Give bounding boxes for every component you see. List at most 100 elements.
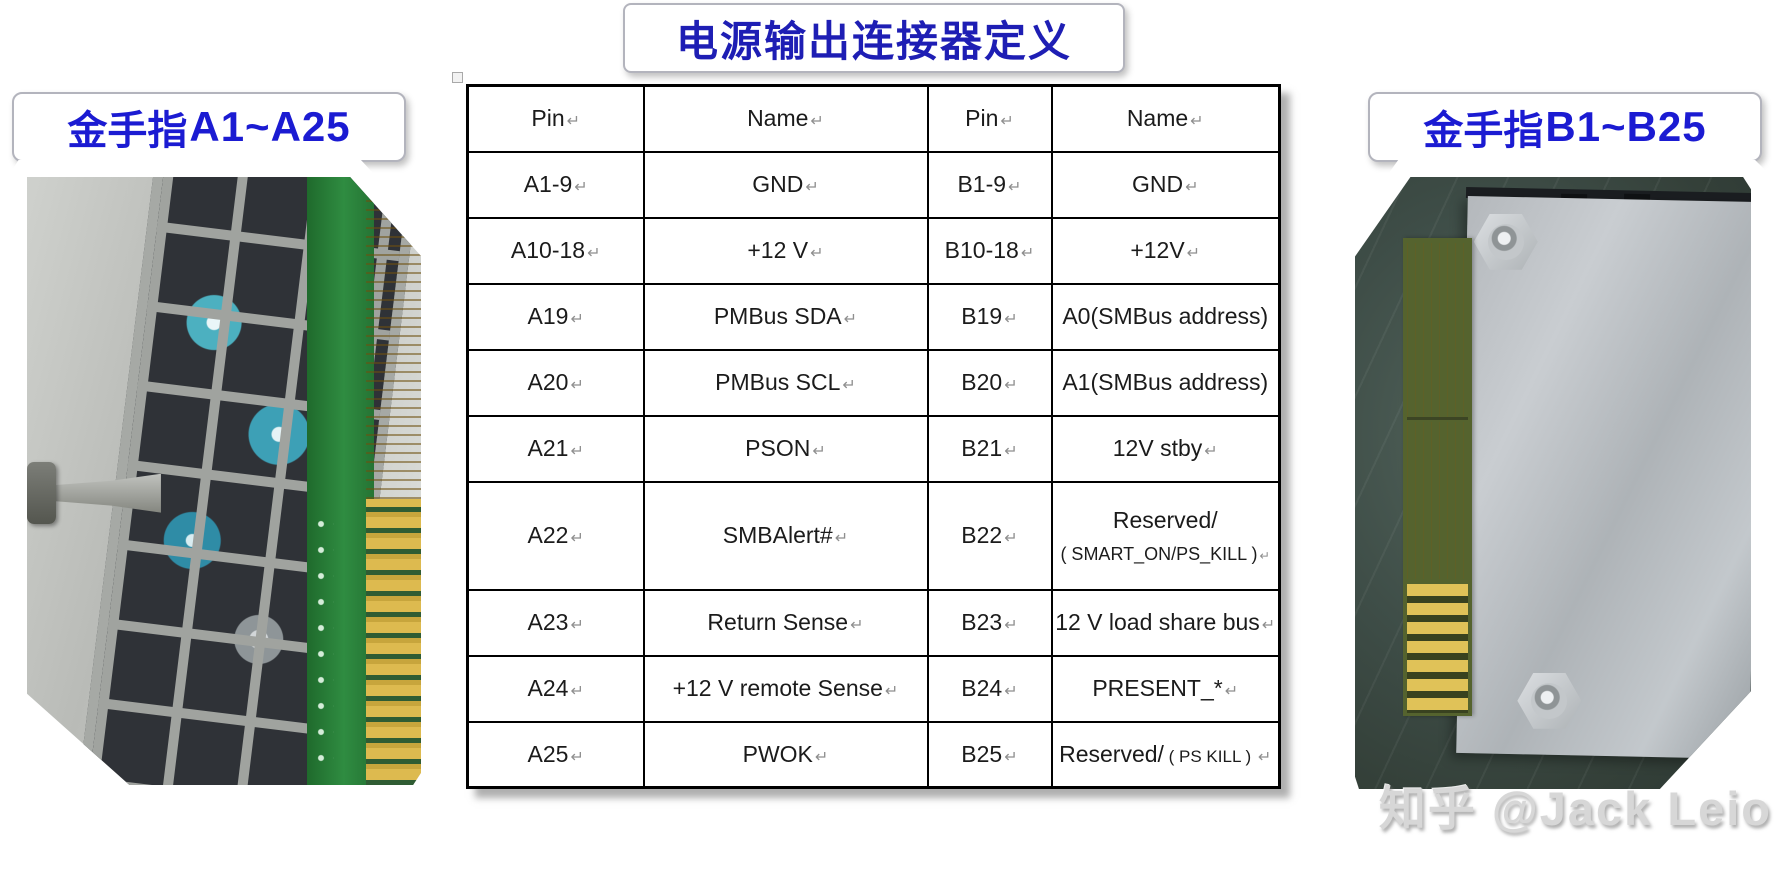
pin-cell: A23 ↵ <box>466 588 645 657</box>
paragraph-mark: ↵ <box>842 376 856 394</box>
name-cell: PMBus SCL ↵ <box>642 348 929 417</box>
gold-pads-coarse <box>1407 584 1469 714</box>
gold-pads-coarse <box>365 499 421 785</box>
header-name-a: Name ↵ <box>642 84 929 153</box>
name-cell: PSON ↵ <box>642 414 929 483</box>
name-cell: Reserved/ ( PS KILL ) ↵ <box>1050 720 1281 789</box>
paragraph-mark: ↵ <box>1257 747 1272 766</box>
screw-cap <box>1531 682 1568 719</box>
photo-card-b <box>1338 160 1768 806</box>
paragraph-mark: ↵ <box>587 244 601 262</box>
paragraph-mark: ↵ <box>570 442 584 460</box>
pin-definition-table: Pin ↵ Name ↵ Pin ↵ Name ↵ A1-9 ↵ GND ↵ B1-9 ↵ GND ↵… <box>466 84 1281 789</box>
table-move-handle-icon <box>452 72 463 83</box>
label-goldfinger-b-zh: 金手指 <box>1423 108 1544 153</box>
paragraph-mark: ↵ <box>1004 682 1018 700</box>
name-cell: PMBus SDA ↵ <box>642 282 929 351</box>
name-cell: +12V ↵ <box>1050 216 1281 285</box>
header-pin-b: Pin ↵ <box>926 84 1053 153</box>
psu-case <box>1456 196 1751 759</box>
paragraph-mark: ↵ <box>574 178 588 196</box>
paragraph-mark: ↵ <box>843 310 858 328</box>
paragraph-mark: ↵ <box>1185 178 1199 196</box>
name-cell: PRESENT_* ↵ <box>1050 654 1281 723</box>
table-row: A23 ↵ Return Sense ↵ B23 ↵ 12 V load share bus… <box>466 588 1281 657</box>
paragraph-mark: ↵ <box>570 747 584 766</box>
paragraph-mark: ↵ <box>884 682 899 700</box>
gold-finger-strip-a <box>365 177 421 785</box>
photo-card-a <box>10 160 438 802</box>
page-title: 电源输出连接器定义 <box>675 19 1072 66</box>
label-goldfinger-b-range: B1~B25 <box>1545 103 1707 150</box>
pin-cell: B10-18 ↵ <box>926 216 1053 285</box>
paragraph-mark: ↵ <box>814 747 829 766</box>
pin-cell: A20 ↵ <box>466 348 645 417</box>
name-cell: GND ↵ <box>642 150 929 219</box>
paragraph-mark: ↵ <box>810 112 824 131</box>
name-cell: +12 V remote Sense ↵ <box>642 654 929 723</box>
table-row: A22 ↵ SMBAlert# ↵ B22 ↵ Reserved/( SMART_ON/PS… <box>466 480 1281 591</box>
table-row: A20 ↵ PMBus SCL ↵ B20 ↵ A1(SMBus address) <box>466 348 1281 417</box>
paragraph-mark: ↵ <box>570 682 584 700</box>
name-cell: 12V stby ↵ <box>1050 414 1281 483</box>
pin-cell: B24 ↵ <box>926 654 1053 723</box>
header-name-b: Name ↵ <box>1050 84 1281 153</box>
paragraph-mark: ↵ <box>850 616 864 634</box>
paragraph-mark: ↵ <box>1261 616 1276 634</box>
label-goldfinger-a-zh: 金手指 <box>67 108 188 153</box>
gold-pad-2 <box>1407 421 1469 580</box>
paragraph-mark: ↵ <box>1186 244 1201 262</box>
table-row: A19 ↵ PMBus SDA ↵ B19 ↵ A0(SMBus address) <box>466 282 1281 351</box>
pin-cell: A24 ↵ <box>466 654 645 723</box>
name-cell: A1(SMBus address) <box>1050 348 1281 417</box>
paragraph-mark: ↵ <box>570 310 584 328</box>
gold-finger-strip-b <box>1402 238 1472 716</box>
paragraph-mark: ↵ <box>1000 112 1014 131</box>
paragraph-mark: ↵ <box>1204 442 1218 460</box>
gold-pad-1 <box>1407 242 1469 421</box>
title-box: 电源输出连接器定义 <box>623 3 1125 73</box>
paragraph-mark: ↵ <box>566 112 581 131</box>
paragraph-mark: ↵ <box>1004 442 1018 460</box>
screw-cap <box>1487 223 1524 260</box>
paragraph-mark: ↵ <box>834 529 849 547</box>
paragraph-mark: ↵ <box>570 529 584 547</box>
photo-goldfinger-a <box>27 177 421 785</box>
name-cell: PWOK ↵ <box>642 720 929 789</box>
pcb-through-holes <box>313 511 334 767</box>
paragraph-mark: ↵ <box>1004 747 1018 766</box>
table-row: A24 ↵ +12 V remote Sense ↵ B24 ↵ PRESENT_* ↵ <box>466 654 1281 723</box>
name-cell: Reserved/( SMART_ON/PS_KILL ) ↵ <box>1050 480 1281 591</box>
latch-handle <box>27 445 161 542</box>
gold-pads-fine <box>365 177 421 500</box>
pin-cell: B1-9 ↵ <box>926 150 1053 219</box>
table-header-row: Pin ↵ Name ↵ Pin ↵ Name ↵ <box>466 84 1281 153</box>
pin-cell: A22 ↵ <box>466 480 645 591</box>
paragraph-mark: ↵ <box>1020 244 1035 262</box>
paragraph-mark: ↵ <box>570 376 584 394</box>
latch-stem <box>51 473 161 513</box>
paragraph-mark: ↵ <box>1008 178 1022 196</box>
name-cell: A0(SMBus address) <box>1050 282 1281 351</box>
pin-cell: A10-18 ↵ <box>466 216 645 285</box>
paragraph-mark: ↵ <box>1004 310 1018 328</box>
latch-knob <box>27 462 57 525</box>
paragraph-mark: ↵ <box>570 616 584 634</box>
table-row: A10-18 ↵ +12 V ↵ B10-18 ↵ +12V ↵ <box>466 216 1281 285</box>
table-row: A1-9 ↵ GND ↵ B1-9 ↵ GND ↵ <box>466 150 1281 219</box>
paragraph-mark: ↵ <box>1004 616 1018 634</box>
pin-cell: B25 ↵ <box>926 720 1053 789</box>
pin-cell: A21 ↵ <box>466 414 645 483</box>
pin-cell: B22 ↵ <box>926 480 1053 591</box>
table-row: A21 ↵ PSON ↵ B21 ↵ 12V stby ↵ <box>466 414 1281 483</box>
label-goldfinger-b: 金手指 B1~B25 <box>1368 92 1762 162</box>
name-cell: +12 V ↵ <box>642 216 929 285</box>
watermark: 知乎 @Jack Leio <box>1378 782 1772 835</box>
name-cell: SMBAlert# ↵ <box>642 480 929 591</box>
label-goldfinger-a: 金手指 A1~A25 <box>12 92 406 162</box>
pin-cell: B23 ↵ <box>926 588 1053 657</box>
label-goldfinger-a-range: A1~A25 <box>189 103 351 150</box>
paragraph-mark: ↵ <box>1004 376 1018 394</box>
paragraph-mark: ↵ <box>1259 548 1271 563</box>
